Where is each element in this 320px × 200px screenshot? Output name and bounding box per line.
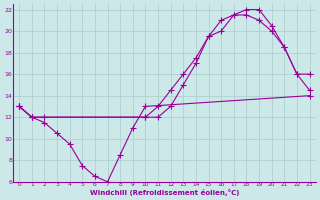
X-axis label: Windchill (Refroidissement éolien,°C): Windchill (Refroidissement éolien,°C) — [90, 189, 239, 196]
